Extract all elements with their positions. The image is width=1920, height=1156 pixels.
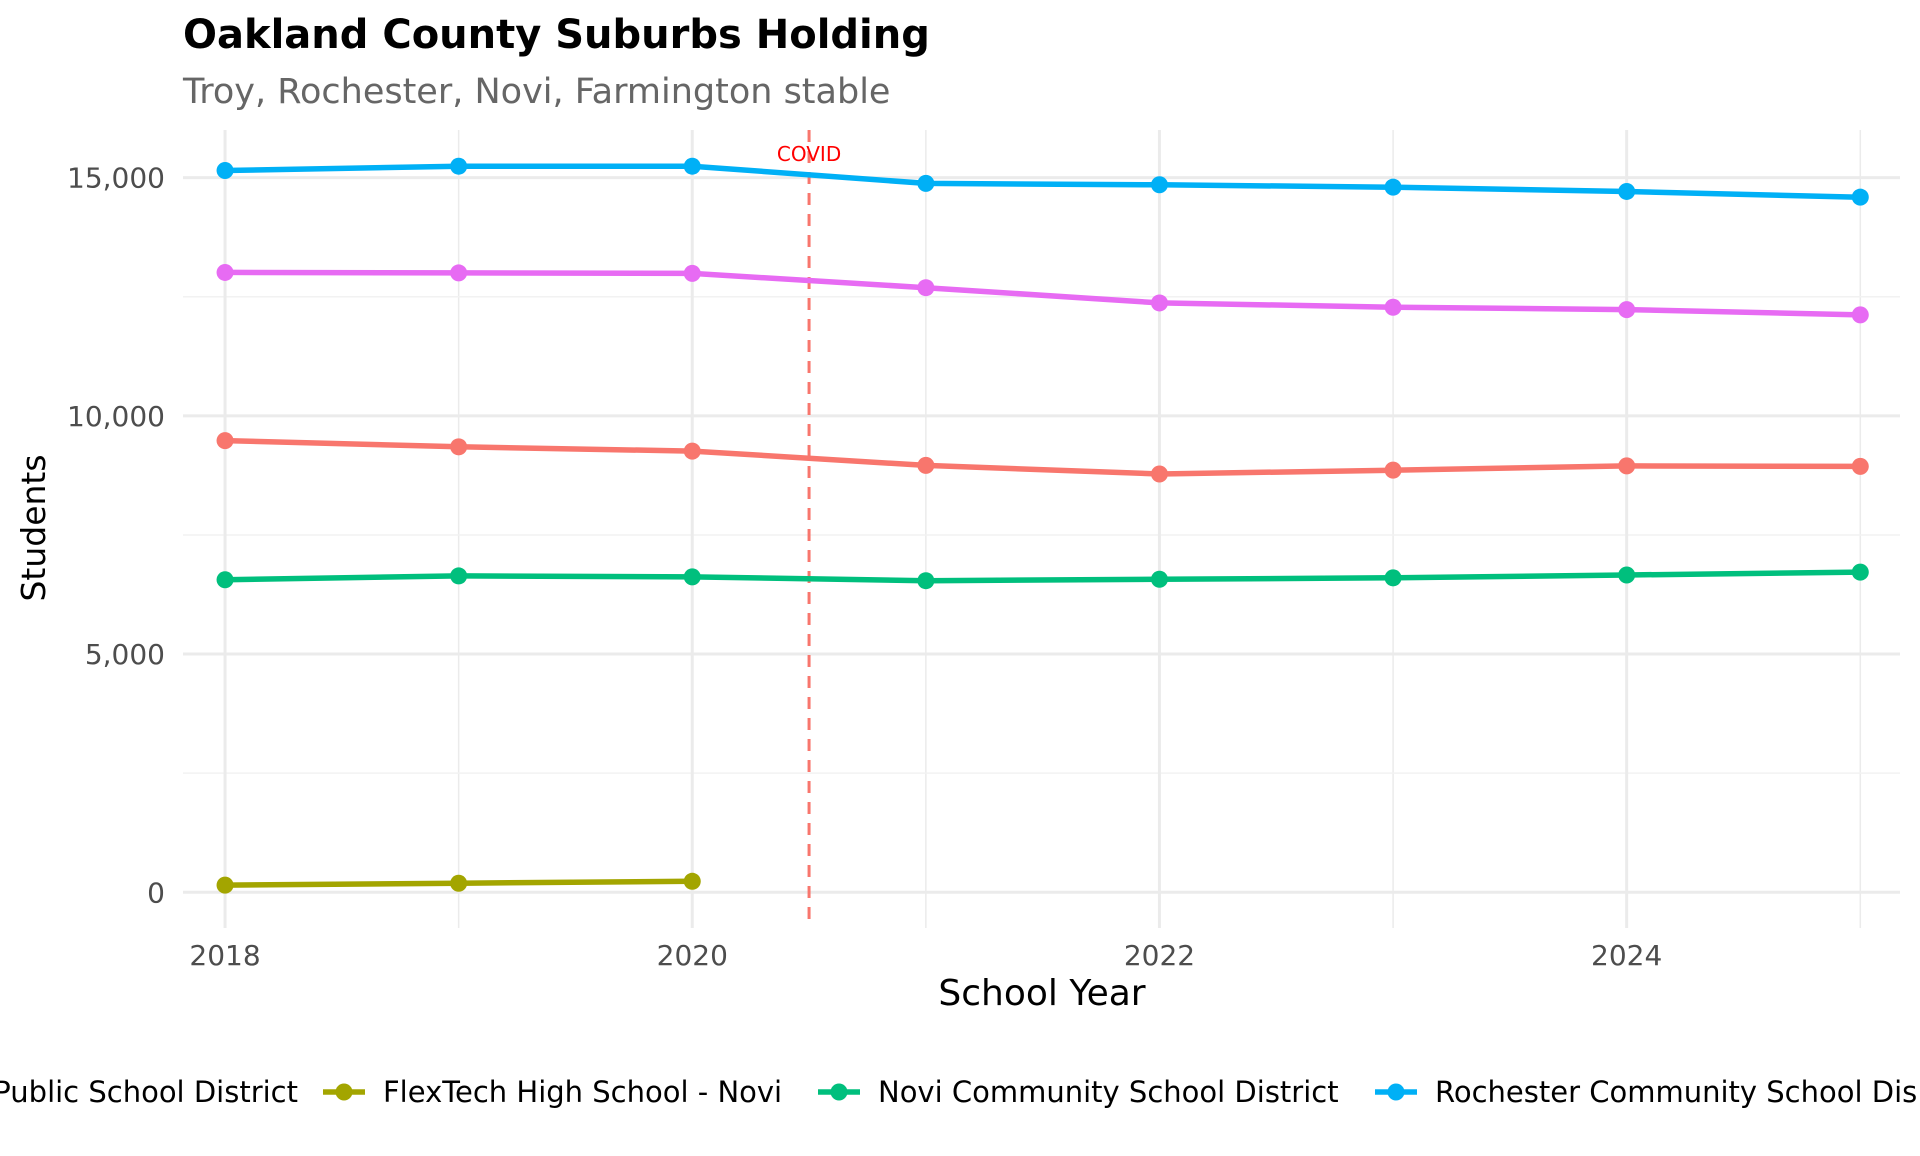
data-point — [1851, 457, 1869, 475]
legend-label: Rochester Community School Dis — [1435, 1075, 1917, 1109]
data-point — [1851, 188, 1869, 206]
data-point — [917, 572, 935, 590]
data-point — [1384, 569, 1402, 587]
data-point — [1384, 461, 1402, 479]
data-point — [1618, 566, 1636, 584]
data-point — [450, 567, 468, 585]
data-point — [1384, 178, 1402, 196]
data-point — [683, 442, 701, 460]
data-point — [683, 568, 701, 586]
series-line — [224, 269, 1861, 318]
y-tick-label: 0 — [147, 876, 165, 909]
data-point — [216, 161, 234, 179]
legend-item: Rochester Community School Dis — [1375, 1075, 1917, 1109]
data-point — [450, 874, 468, 892]
chart-subtitle: Troy, Rochester, Novi, Farmington stable — [182, 72, 890, 112]
data-point — [1150, 294, 1168, 312]
x-axis-label: School Year — [938, 973, 1145, 1014]
data-point — [450, 157, 468, 175]
annotation-layer: COVID — [777, 130, 841, 928]
y-tick-label: 5,000 — [85, 638, 165, 671]
legend-item: Novi Community School District — [818, 1075, 1339, 1109]
series-line — [224, 437, 1861, 477]
x-tick-label: 2020 — [657, 939, 728, 972]
data-point — [450, 438, 468, 456]
legend: Public School District FlexTech High Scho… — [0, 1075, 1917, 1109]
data-point — [917, 456, 935, 474]
data-point — [216, 571, 234, 589]
legend-key-point — [335, 1083, 353, 1101]
axis-layer: 2018 2020 2022 2024 0 5,000 10,000 15,000 — [67, 162, 1662, 972]
series-line — [224, 163, 1861, 200]
legend-label: Public School District — [0, 1075, 298, 1109]
data-point — [450, 264, 468, 282]
data-point — [683, 157, 701, 175]
legend-item: FlexTech High School - Novi — [323, 1075, 782, 1109]
data-point — [917, 279, 935, 297]
data-point — [1618, 457, 1636, 475]
series-layer — [216, 157, 1869, 894]
data-point — [683, 264, 701, 282]
legend-label: Novi Community School District — [878, 1075, 1339, 1109]
series-0 — [216, 432, 1869, 483]
legend-key-point — [1387, 1083, 1405, 1101]
legend-key-point — [830, 1083, 848, 1101]
series-3 — [216, 157, 1869, 206]
data-point — [1851, 306, 1869, 324]
x-tick-label: 2022 — [1124, 939, 1195, 972]
data-point — [1150, 465, 1168, 483]
covid-annotation-label: COVID — [777, 142, 841, 166]
grid-layer — [183, 130, 1900, 928]
chart-title: Oakland County Suburbs Holding — [183, 12, 930, 58]
legend-label: FlexTech High School - Novi — [383, 1075, 782, 1109]
series-line — [224, 569, 1861, 584]
data-point — [683, 872, 701, 890]
y-tick-label: 15,000 — [67, 162, 165, 195]
data-point — [1384, 298, 1402, 316]
y-tick-label: 10,000 — [67, 400, 165, 433]
data-point — [216, 432, 234, 450]
series-2 — [216, 563, 1869, 590]
data-point — [1618, 301, 1636, 319]
data-point — [917, 174, 935, 192]
data-point — [216, 263, 234, 281]
legend-item: Public School District — [0, 1075, 298, 1109]
series-1 — [216, 872, 701, 894]
data-point — [216, 876, 234, 894]
data-point — [1851, 563, 1869, 581]
x-tick-label: 2018 — [189, 939, 260, 972]
data-point — [1150, 176, 1168, 194]
y-axis-label: Students — [14, 454, 53, 601]
x-tick-label: 2024 — [1591, 939, 1662, 972]
series-4 — [216, 263, 1869, 324]
data-point — [1150, 570, 1168, 588]
data-point — [1618, 182, 1636, 200]
